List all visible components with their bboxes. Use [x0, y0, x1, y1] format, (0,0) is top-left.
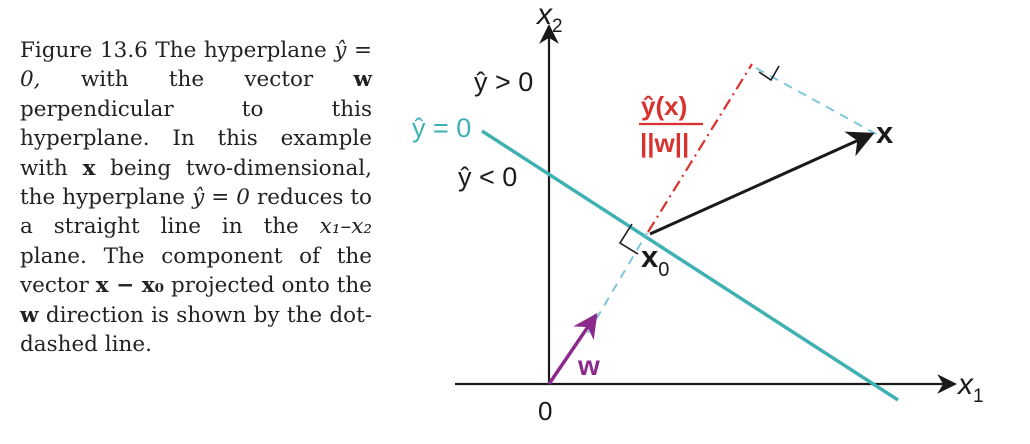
x1-axis-label: x1	[956, 368, 984, 407]
vector-w	[547, 312, 598, 385]
distance-numerator: ŷ(x)	[641, 91, 687, 121]
point-x-label: x	[876, 115, 894, 150]
projection-dashed-lower	[587, 232, 648, 334]
caption-bold-w: w	[353, 67, 373, 93]
origin-label: 0	[538, 396, 552, 426]
caption-math-x1x2: x₁–x₂	[319, 214, 372, 240]
caption-bold-x-minus-x0: x − x₀	[95, 273, 165, 299]
right-angle-marker-upper	[758, 65, 780, 82]
distance-dotdash-line	[647, 63, 753, 233]
region-negative-label: ŷ < 0	[458, 162, 517, 192]
hyperplane-line	[481, 129, 899, 402]
figure-caption: Figure 13.6 The hyperplane ŷ = 0, with t…	[20, 38, 373, 358]
region-positive-label: ŷ > 0	[474, 67, 533, 97]
caption-bold-x: x	[82, 155, 96, 181]
point-x0-label: x0	[641, 239, 669, 281]
figure-label: Figure 13.6	[20, 38, 148, 63]
caption-math-yhat-2: ŷ = 0	[192, 185, 250, 211]
caption-math-yhat: ŷ = 0,	[20, 38, 372, 93]
caption-bold-w-2: w	[20, 302, 39, 328]
vector-w-label: w	[577, 350, 600, 381]
distance-denominator: ||w||	[640, 128, 689, 158]
right-angle-marker-lower	[618, 223, 639, 255]
vector-x-minus-x0	[649, 131, 875, 236]
x2-axis-label: x2	[535, 0, 563, 37]
projection-dashed-upper	[755, 67, 877, 135]
hyperplane-label: ŷ = 0	[412, 113, 471, 143]
distance-formula: ŷ(x) ||w||	[639, 91, 703, 158]
